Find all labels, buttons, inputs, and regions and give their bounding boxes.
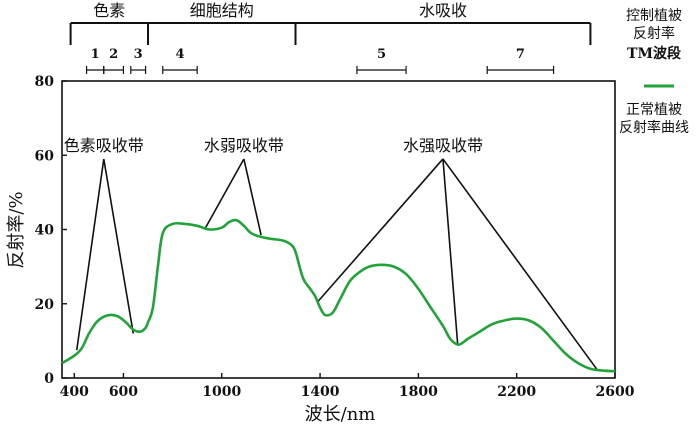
tm-band-label: 1 xyxy=(91,47,100,62)
x-tick-label: 1000 xyxy=(202,384,241,400)
tm-band-label: 5 xyxy=(377,47,386,62)
absorption-annotations: 色素吸收带 水弱吸收带 水强吸收带 xyxy=(64,136,599,372)
y-tick-label: 0 xyxy=(44,371,54,387)
x-tick-label: 1400 xyxy=(301,384,340,400)
plot-frame xyxy=(61,80,616,379)
y-tick-label: 40 xyxy=(35,223,55,239)
region-label: 水吸收 xyxy=(419,1,467,20)
legend-tm-label: TM波段 xyxy=(627,46,681,62)
x-axis-label: 波长/nm xyxy=(305,404,376,425)
annotation-label: 水弱吸收带 xyxy=(204,136,284,155)
annotation-line xyxy=(442,158,459,345)
annotation-label: 水强吸收带 xyxy=(403,136,483,155)
y-axis-label: 反射率/% xyxy=(6,191,27,268)
annotation-label: 色素吸收带 xyxy=(64,136,144,155)
tm-band-label: 2 xyxy=(109,47,118,62)
x-tick-label: 2200 xyxy=(497,384,536,400)
legend-curve-line1: 正常植被 xyxy=(626,102,682,118)
y-tick-label: 60 xyxy=(35,148,55,164)
series-layer xyxy=(61,218,616,373)
y-tick-label: 80 xyxy=(35,74,55,90)
series-line-reflectance xyxy=(61,218,616,373)
x-tick-label: 2600 xyxy=(596,384,635,400)
region-label: 色素 xyxy=(93,1,125,20)
x-tick-label: 400 xyxy=(60,384,89,400)
annotation-line xyxy=(102,158,135,334)
tm-band-label: 7 xyxy=(516,47,525,62)
annotation-line xyxy=(75,158,105,351)
tm-band-label: 4 xyxy=(175,47,184,62)
region-label: 细胞结构 xyxy=(190,1,254,20)
annotation-line xyxy=(317,158,444,303)
region-brackets: 色素 细胞结构 水吸收 xyxy=(69,1,592,45)
annotation-line xyxy=(442,158,599,372)
legend-swatch xyxy=(644,84,674,88)
legend: 控制植被 反射率 TM波段 正常植被 反射率曲线 xyxy=(608,0,700,427)
annotation-line xyxy=(243,158,262,236)
annotation-line xyxy=(203,158,245,230)
legend-curve-line2: 反射率曲线 xyxy=(619,120,689,136)
axes: 400 600 1000 1400 1800 2200 2600 0 20 40 60 80 xyxy=(35,74,635,400)
legend-title-line1: 控制植被 xyxy=(626,8,682,24)
x-tick-label: 600 xyxy=(109,384,138,400)
x-tick-label: 1800 xyxy=(399,384,438,400)
y-tick-label: 20 xyxy=(35,297,55,313)
tm-band-label: 3 xyxy=(134,47,143,62)
legend-title-line2: 反射率 xyxy=(633,26,675,42)
